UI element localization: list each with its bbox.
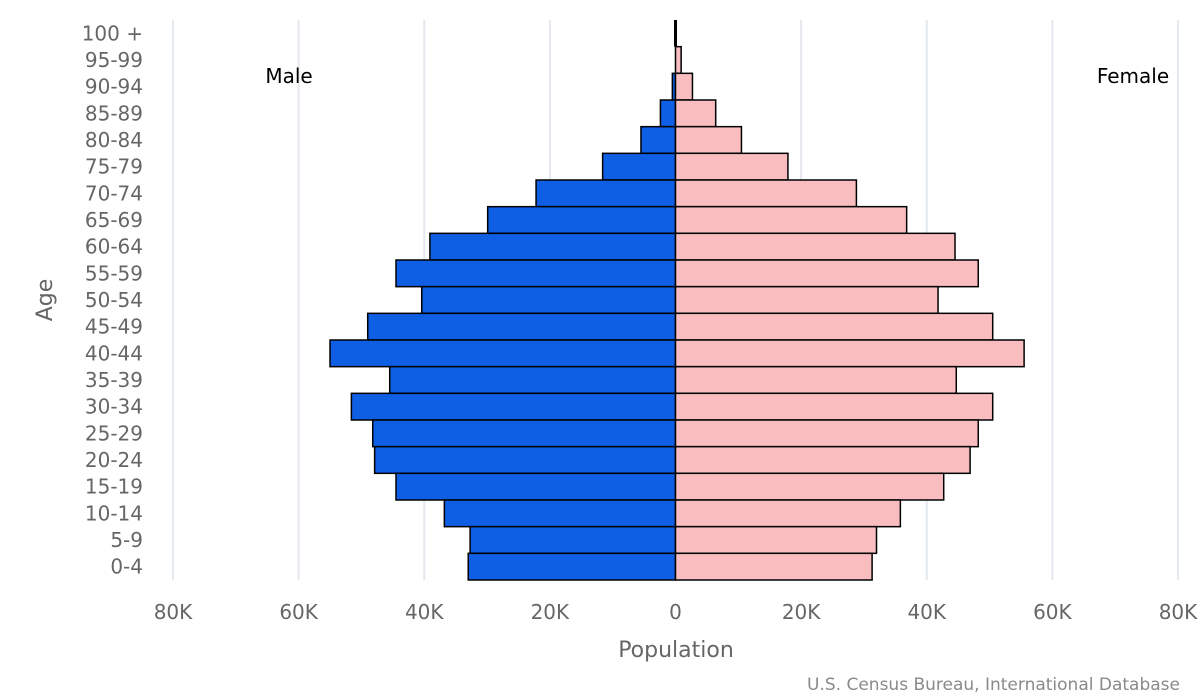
age-group-label: 40-44 bbox=[85, 341, 143, 365]
male-bar bbox=[395, 259, 677, 288]
age-group-label: 10-14 bbox=[85, 501, 143, 525]
age-group-label: 100 + bbox=[82, 21, 143, 45]
age-group-label: 70-74 bbox=[85, 181, 143, 205]
female-bar bbox=[674, 499, 902, 528]
male-bar bbox=[443, 499, 677, 528]
male-bar bbox=[601, 152, 677, 181]
age-group-label: 15-19 bbox=[85, 475, 143, 499]
x-tick-label: 40K bbox=[907, 600, 946, 624]
female-bar bbox=[674, 179, 858, 208]
male-bar bbox=[467, 552, 677, 581]
bars bbox=[329, 45, 1025, 581]
female-bar bbox=[674, 285, 939, 315]
female-bar bbox=[674, 125, 743, 155]
x-tick-label: 20K bbox=[782, 600, 821, 624]
age-group-label: 60-64 bbox=[85, 235, 143, 259]
female-label: Female bbox=[1097, 64, 1169, 88]
female-bar bbox=[674, 552, 873, 581]
source-credit: U.S. Census Bureau, International Databa… bbox=[807, 675, 1180, 695]
male-bar bbox=[350, 392, 677, 421]
male-bar bbox=[486, 205, 677, 235]
age-group-label: 20-24 bbox=[85, 448, 143, 472]
male-bar bbox=[640, 125, 677, 155]
age-group-label: 45-49 bbox=[85, 315, 143, 339]
age-group-label: 50-54 bbox=[85, 288, 143, 312]
female-bar bbox=[674, 472, 945, 501]
female-bar bbox=[674, 339, 1025, 368]
female-bar bbox=[674, 72, 694, 101]
male-bar bbox=[535, 179, 677, 208]
x-tick-label: 80K bbox=[154, 600, 193, 624]
female-bar bbox=[674, 445, 971, 475]
male-bar bbox=[395, 472, 677, 501]
male-bar bbox=[373, 445, 677, 475]
age-group-label: 95-99 bbox=[85, 48, 143, 72]
x-tick-label: 60K bbox=[279, 600, 318, 624]
male-bar bbox=[429, 232, 677, 261]
x-tick-label: 80K bbox=[1159, 600, 1198, 624]
age-group-label: 90-94 bbox=[85, 75, 143, 99]
age-group-label: 85-89 bbox=[85, 101, 143, 125]
male-bar bbox=[659, 99, 677, 128]
female-bar bbox=[674, 232, 956, 261]
male-bar bbox=[420, 285, 677, 315]
age-group-label: 0-4 bbox=[110, 555, 143, 579]
age-group-label: 25-29 bbox=[85, 421, 143, 445]
age-group-label: 75-79 bbox=[85, 155, 143, 179]
x-tick-label: 0 bbox=[669, 600, 682, 624]
age-group-label: 55-59 bbox=[85, 261, 143, 285]
age-group-label: 65-69 bbox=[85, 208, 143, 232]
male-bar bbox=[329, 339, 677, 368]
female-bar bbox=[674, 365, 958, 395]
male-bar bbox=[469, 525, 677, 555]
female-bar bbox=[674, 152, 789, 181]
female-bar bbox=[674, 392, 994, 421]
female-bar bbox=[674, 525, 878, 555]
age-group-label: 30-34 bbox=[85, 395, 143, 419]
female-bar bbox=[674, 205, 908, 235]
age-group-label: 80-84 bbox=[85, 128, 143, 152]
male-label: Male bbox=[265, 64, 312, 88]
female-bar bbox=[674, 419, 980, 448]
x-tick-label: 40K bbox=[405, 600, 444, 624]
female-bar bbox=[674, 312, 994, 341]
x-axis-title: Population bbox=[618, 638, 734, 663]
male-bar bbox=[366, 312, 677, 341]
x-tick-label: 20K bbox=[531, 600, 570, 624]
male-bar bbox=[388, 365, 677, 395]
y-axis-title: Age bbox=[33, 279, 58, 322]
population-tick-labels: 80K 60K 40K 20K 0 20K 40K 60K 80K bbox=[154, 600, 1198, 624]
female-bar bbox=[674, 259, 980, 288]
age-group-label: 35-39 bbox=[85, 368, 143, 392]
male-bar bbox=[371, 419, 677, 448]
x-tick-label: 60K bbox=[1033, 600, 1072, 624]
female-bar bbox=[674, 99, 717, 128]
age-group-label: 5-9 bbox=[110, 528, 143, 552]
female-bar bbox=[674, 45, 682, 75]
